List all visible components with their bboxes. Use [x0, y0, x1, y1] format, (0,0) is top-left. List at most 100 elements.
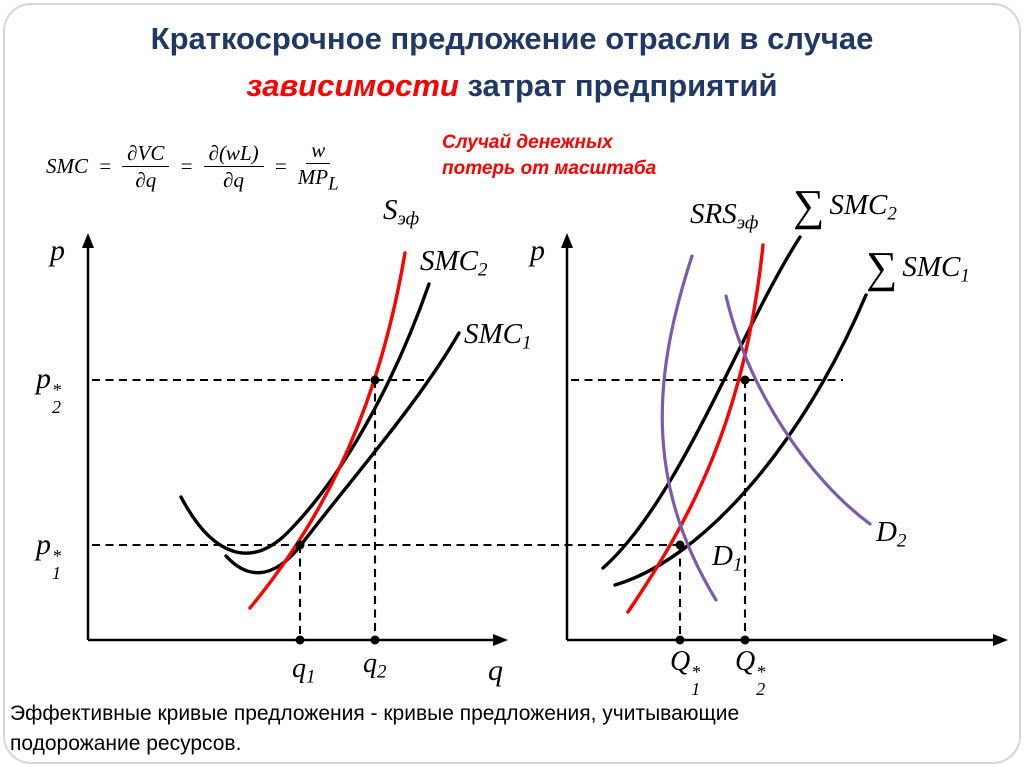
sum-smc2-sub: 2: [887, 203, 897, 225]
srs-sub: эф: [736, 212, 759, 234]
sum-smc2-base: SMC: [829, 188, 888, 221]
footer-line1: Эффективные кривые предложения - кривые …: [10, 702, 740, 725]
footer-line2: подорожание ресурсов.: [10, 732, 242, 756]
slide-title-line2-rest: затрат предприятий: [458, 67, 778, 103]
right-x-axis-arrow: [993, 634, 1008, 646]
slide-title-line1: Краткосрочное предложение отрасли в случ…: [150, 21, 874, 56]
footer-definition: Эффективные кривые предложения - кривые …: [10, 699, 739, 760]
left-equilibrium-dot-1: [295, 540, 305, 550]
slide-title-line2-emphasis: зависимости: [246, 67, 459, 103]
formula-equals-1: =: [98, 154, 113, 179]
Q2-sub: 2: [756, 679, 766, 700]
right-label-Q1-star: Q * 1: [670, 646, 701, 700]
red-note-line2: потерь от масштаба: [442, 157, 657, 179]
q2-sub: 2: [377, 661, 387, 683]
right-axis-dot-Q2: [740, 635, 750, 645]
formula-fraction-3: w MPL: [298, 138, 339, 196]
p2-base: p: [36, 362, 51, 395]
left-x-axis-label: q: [488, 654, 503, 687]
fraction1-numerator: ∂VC: [122, 141, 170, 168]
left-curve-smc1: [224, 331, 461, 575]
p1-sub: 1: [52, 563, 61, 584]
smc1-sub: 1: [522, 332, 532, 354]
formula-lhs: SMC: [46, 154, 88, 179]
fraction2-denominator: ∂q: [223, 168, 245, 193]
left-y-axis-arrow: [82, 233, 94, 248]
p1-base: p: [36, 528, 51, 561]
right-y-axis-label: p: [530, 234, 545, 267]
Q1-sub: 1: [691, 679, 701, 700]
Q2-sup: *: [756, 662, 766, 683]
right-label-srs-effective: SRSэф: [690, 200, 758, 233]
smc2-base: SMC: [420, 245, 478, 277]
left-axis-dot-q1: [295, 635, 305, 645]
red-note: Случай денежных потерь от масштаба: [442, 130, 656, 181]
smc-formula: SMC = ∂VC ∂q = ∂(wL) ∂q = w MPL: [46, 138, 339, 196]
fraction3-den-base: MP: [297, 165, 329, 190]
left-label-s-effective: Sэф: [383, 196, 419, 229]
left-label-q1: q1: [292, 655, 316, 687]
sigma-icon: ∑: [866, 243, 898, 292]
sigma-icon: ∑: [793, 181, 825, 230]
slide-title-line2: зависимости затрат предприятий: [0, 63, 1024, 110]
right-equilibrium-dot-2: [740, 375, 750, 385]
fraction2-numerator: ∂(wL): [203, 141, 264, 168]
fraction1-denominator: ∂q: [135, 168, 157, 193]
left-curve-smc2: [179, 282, 431, 555]
p2-sup: *: [52, 380, 61, 401]
q1-base: q: [292, 653, 306, 684]
formula-equals-2: =: [179, 154, 194, 179]
right-curve-sum-smc1: [613, 293, 868, 587]
left-label-q2: q2: [363, 650, 387, 682]
slide-title: Краткосрочное предложение отрасли в случ…: [0, 16, 1024, 109]
smc1-base: SMC: [464, 318, 522, 350]
fraction3-denominator: MPL: [298, 164, 339, 196]
left-label-p1-star: p * 1: [36, 528, 61, 584]
right-axis-dot-Q1: [675, 635, 685, 645]
d1-base: D: [712, 540, 733, 572]
sum-smc1-sub: 1: [960, 265, 970, 287]
sum-smc1-base: SMC: [902, 250, 961, 283]
Q1-sup: *: [691, 662, 701, 683]
right-label-d1: D1: [712, 542, 742, 575]
d1-sub: 1: [732, 554, 743, 576]
p1-sup: *: [52, 546, 61, 567]
formula-fraction-2: ∂(wL) ∂q: [203, 141, 264, 193]
formula-equals-3: =: [273, 154, 288, 179]
left-y-axis-label: p: [50, 234, 65, 267]
right-curve-srs-effective: [626, 243, 765, 614]
left-axis-dot-q2: [370, 635, 380, 645]
right-curve-sum-smc2: [601, 235, 802, 570]
d2-base: D: [876, 516, 897, 548]
right-equilibrium-dot-1: [675, 540, 685, 550]
left-x-axis-arrow: [493, 634, 508, 646]
right-label-sum-smc2: ∑ SMC2: [793, 184, 897, 228]
left-label-smc2: SMC2: [420, 247, 488, 280]
smc2-sub: 2: [478, 259, 488, 281]
srs-base: SRS: [690, 198, 737, 230]
left-label-p2-star: p * 2: [36, 362, 61, 418]
fraction3-numerator: w: [306, 138, 331, 165]
right-curve-demand-d2: [724, 294, 872, 526]
right-curve-demand-d1: [660, 254, 718, 602]
s-eff-sub: эф: [397, 208, 420, 230]
q2-base: q: [363, 648, 377, 679]
red-note-line1: Случай денежных: [442, 132, 613, 153]
left-equilibrium-dot-2: [370, 375, 380, 385]
left-label-smc1: SMC1: [464, 320, 532, 353]
right-label-Q2-star: Q * 2: [735, 646, 766, 700]
right-label-sum-smc1: ∑ SMC1: [866, 246, 970, 290]
Q2-base: Q: [735, 646, 756, 677]
right-y-axis-arrow: [561, 233, 573, 248]
d2-sub: 2: [896, 530, 907, 552]
formula-fraction-1: ∂VC ∂q: [122, 141, 170, 193]
right-label-d2: D2: [876, 518, 906, 551]
p2-sub: 2: [52, 397, 61, 418]
fraction3-den-sub: L: [328, 173, 339, 195]
left-curve-s-effective: [248, 251, 407, 610]
Q1-base: Q: [670, 646, 691, 677]
q1-sub: 1: [306, 666, 316, 688]
s-eff-base: S: [383, 194, 398, 226]
